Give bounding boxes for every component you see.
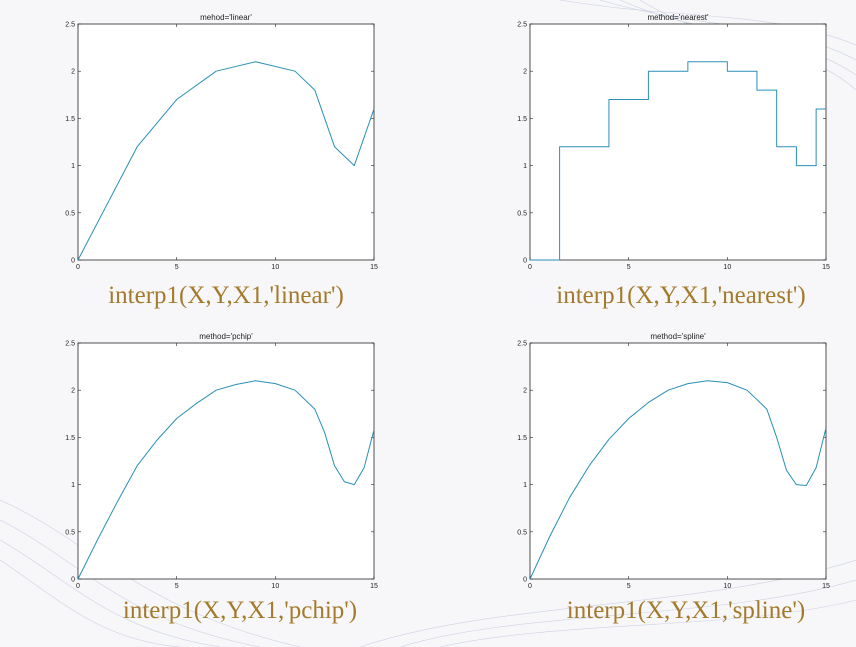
y-tick-label: 0 bbox=[71, 258, 75, 265]
chart-panel-pchip: method='pchip' 0 0.5 1 1.5 2 2.5 0 5 10 15 bbox=[65, 327, 446, 590]
y-tick-label: 1.5 bbox=[517, 435, 527, 442]
caption-linear: interp1(X,Y,X1,'linear') bbox=[108, 282, 344, 309]
plot-area bbox=[77, 23, 375, 261]
y-tick-label: 1.5 bbox=[65, 116, 75, 123]
series-line bbox=[529, 380, 827, 580]
y-tick-label: 1.5 bbox=[517, 116, 527, 123]
chart-panel-spline: method='spline' 0 0.5 1 1.5 2 2.5 0 5 10 15 bbox=[517, 327, 856, 590]
x-tick-label: 5 bbox=[627, 583, 631, 590]
x-tick-label: 0 bbox=[76, 264, 80, 271]
caption-pchip: interp1(X,Y,X1,'pchip') bbox=[122, 597, 358, 624]
y-tick-label: 0 bbox=[523, 577, 527, 584]
y-tick-label: 2.5 bbox=[517, 341, 527, 348]
chart-title: method='spline' bbox=[650, 332, 706, 341]
y-tick-label: 2 bbox=[523, 388, 527, 395]
y-tick-label: 1.5 bbox=[65, 435, 75, 442]
y-tick-label: 1 bbox=[523, 482, 527, 489]
y-tick-label: 2.5 bbox=[65, 22, 75, 29]
chart-nearest: method='nearest' 0 0.5 1 1.5 2 2.5 0 5 10 15 bbox=[517, 13, 830, 271]
series-line bbox=[77, 61, 375, 261]
plot-area bbox=[529, 23, 827, 261]
chart-title: method='nearest' bbox=[647, 13, 709, 22]
y-tick-label: 2.5 bbox=[517, 22, 527, 29]
y-tick-label: 0 bbox=[71, 577, 75, 584]
y-tick-label: 1 bbox=[71, 163, 75, 170]
y-tick-label: 1 bbox=[523, 163, 527, 170]
x-tick-label: 5 bbox=[175, 583, 179, 590]
chart-panel-linear: mehod='linear' 0 0.5 1 1.5 2 2.5 0 5 10 15 bbox=[65, 8, 446, 271]
y-tick-label: 2 bbox=[71, 69, 75, 76]
x-tick-label: 15 bbox=[370, 583, 378, 590]
plot-area bbox=[529, 342, 827, 580]
y-tick-label: 0.5 bbox=[65, 529, 75, 536]
chart-pchip: method='pchip' 0 0.5 1 1.5 2 2.5 0 5 10 15 bbox=[65, 332, 378, 590]
caption-nearest: interp1(X,Y,X1,'nearest') bbox=[556, 282, 806, 309]
y-tick-label: 2 bbox=[523, 69, 527, 76]
x-tick-label: 10 bbox=[723, 583, 731, 590]
x-tick-label: 5 bbox=[175, 264, 179, 271]
x-tick-label: 0 bbox=[76, 583, 80, 590]
x-tick-label: 5 bbox=[627, 264, 631, 271]
chart-spline: method='spline' 0 0.5 1 1.5 2 2.5 0 5 10 15 bbox=[517, 332, 830, 590]
plot-area bbox=[77, 342, 375, 580]
series-line bbox=[530, 61, 826, 261]
y-tick-label: 0.5 bbox=[65, 210, 75, 217]
x-tick-label: 10 bbox=[271, 583, 279, 590]
x-tick-label: 10 bbox=[723, 264, 731, 271]
y-tick-label: 0.5 bbox=[517, 529, 527, 536]
x-tick-label: 15 bbox=[822, 583, 830, 590]
y-tick-label: 1 bbox=[71, 482, 75, 489]
chart-linear: mehod='linear' 0 0.5 1 1.5 2 2.5 0 5 10 15 bbox=[65, 13, 378, 271]
chart-title: method='pchip' bbox=[199, 332, 253, 341]
caption-spline: interp1(X,Y,X1,'spline') bbox=[566, 597, 806, 624]
series-line bbox=[77, 380, 375, 580]
x-tick-label: 10 bbox=[271, 264, 279, 271]
x-tick-label: 15 bbox=[822, 264, 830, 271]
y-tick-label: 2.5 bbox=[65, 341, 75, 348]
x-tick-label: 0 bbox=[528, 583, 532, 590]
chart-panel-nearest: method='nearest' 0 0.5 1 1.5 2 2.5 0 5 10 15 bbox=[517, 8, 856, 271]
y-tick-label: 0 bbox=[523, 258, 527, 265]
x-tick-label: 0 bbox=[528, 264, 532, 271]
y-tick-label: 2 bbox=[71, 388, 75, 395]
x-tick-label: 15 bbox=[370, 264, 378, 271]
y-tick-label: 0.5 bbox=[517, 210, 527, 217]
chart-title: mehod='linear' bbox=[200, 13, 252, 22]
